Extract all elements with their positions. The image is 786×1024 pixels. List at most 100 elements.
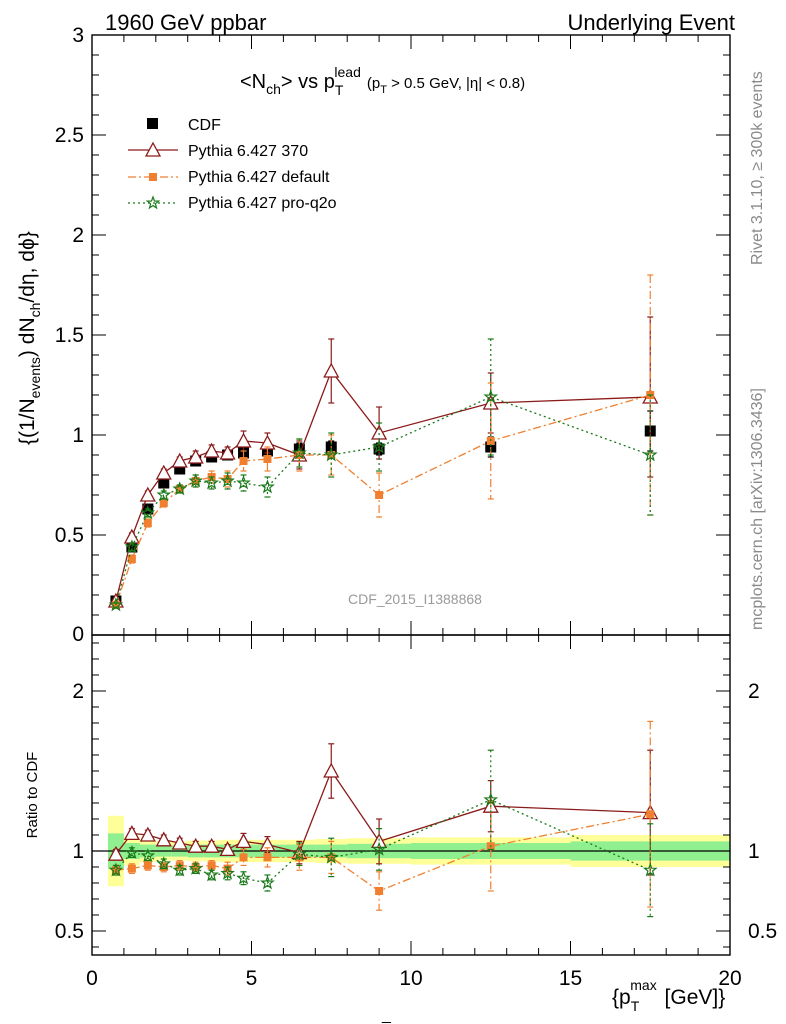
data-point-pythia-370 — [171, 452, 188, 468]
data-point-pythia-pro-q2o — [371, 439, 387, 454]
ratio-point-pythia-pro-q2o — [172, 862, 188, 877]
plot-title: <Nch> vs pTlead(pT > 0.5 GeV, |η| < 0.8) — [240, 64, 525, 98]
ratio-point-pythia-default — [239, 853, 248, 862]
data-point-pythia-pro-q2o — [260, 479, 275, 494]
data-point-pythia-pro-q2o — [291, 445, 307, 460]
data-point-pythia-370 — [219, 444, 236, 460]
mcplots-label: mcplots.cern.ch [arXiv:1306.3436] — [749, 388, 766, 630]
series-line-pythia-pro-q2o — [115, 396, 651, 606]
data-point-pythia-default — [239, 457, 248, 465]
ratio-point-pythia-370 — [107, 845, 125, 861]
ratio-point-pythia-default — [191, 863, 200, 871]
ratio-point-pythia-pro-q2o — [642, 862, 658, 877]
legend-entry-pythia-default: Pythia 6.427 default — [128, 169, 330, 186]
data-point-pythia-370 — [155, 464, 172, 480]
ratio-point-pythia-default — [646, 810, 655, 819]
ratio-series-pythia-default — [111, 720, 655, 911]
y-tick-label: 0.5 — [55, 524, 84, 547]
data-point-pythia-370 — [187, 448, 204, 464]
analysis-watermark: CDF_2015_I1388868 — [348, 591, 482, 607]
ratio-point-pythia-370 — [171, 834, 188, 850]
ratio-y-tick-label: 1 — [72, 840, 84, 863]
ratio-point-pythia-pro-q2o — [260, 875, 275, 890]
ratio-point-pythia-pro-q2o — [124, 844, 140, 859]
y-tick-label-zero: 0 — [72, 623, 84, 646]
bottom-y-axis-label: Ratio to CDF — [24, 752, 41, 839]
ratio-y-tick-label-right: 1 — [748, 840, 760, 863]
data-point-pythia-370 — [139, 486, 156, 502]
data-point-pythia-default — [127, 555, 136, 563]
x-tick-label: 15 — [559, 967, 582, 990]
legend-entry-cdf: CDF — [147, 117, 221, 134]
data-point-pythia-default — [159, 499, 168, 507]
ratio-point-pythia-370 — [371, 833, 388, 849]
y-tick-label: 3 — [72, 24, 84, 47]
ratio-point-pythia-pro-q2o — [156, 856, 172, 871]
x-tick-label: 20 — [718, 967, 741, 990]
header-left: 1960 GeV ppbar — [105, 10, 266, 35]
legend-label-pythia-370: Pythia 6.427 370 — [188, 143, 308, 160]
ratio-point-pythia-pro-q2o — [140, 848, 156, 863]
ratio-point-pythia-pro-q2o — [323, 849, 339, 864]
legend-label-pythia-default: Pythia 6.427 default — [188, 169, 330, 186]
data-point-pythia-370 — [323, 362, 340, 378]
data-point-pythia-370 — [371, 424, 388, 440]
ratio-point-pythia-default — [207, 861, 216, 870]
ratio-y-tick-label: 2 — [72, 680, 84, 703]
y-tick-label: 2 — [72, 224, 84, 247]
ratio-point-pythia-default — [375, 887, 384, 895]
legend-entry-pythia-370: Pythia 6.427 370 — [128, 141, 308, 160]
data-point-pythia-pro-q2o — [124, 539, 140, 554]
data-point-pythia-pro-q2o — [108, 597, 124, 612]
data-point-pythia-default — [143, 519, 152, 527]
legend: CDF Pythia 6.427 370 Pythia 6.427 defaul… — [128, 117, 337, 212]
top-y-axis-label: {(1/Nevents) dNch/dη, dϕ} — [16, 231, 43, 445]
data-point-pythia-pro-q2o — [220, 473, 235, 488]
ratio-point-pythia-pro-q2o — [220, 865, 235, 880]
ratio-point-pythia-pro-q2o — [371, 841, 387, 856]
ratio-point-pythia-default — [263, 853, 272, 862]
data-point-pythia-pro-q2o — [483, 389, 499, 404]
ratio-point-pythia-pro-q2o — [188, 860, 204, 875]
ratio-series-pythia-pro-q2o — [108, 749, 658, 918]
legend-marker-pythia-default — [149, 173, 157, 181]
data-point-pythia-pro-q2o — [156, 487, 172, 502]
ratio-point-pythia-370 — [123, 825, 140, 841]
y-tick-label: 2.5 — [55, 124, 84, 147]
data-point-pythia-default — [263, 455, 272, 463]
series-pythia-370 — [107, 316, 659, 608]
ratio-point-pythia-370 — [323, 762, 340, 778]
ratio-point-pythia-pro-q2o — [236, 870, 251, 885]
data-point-pythia-pro-q2o — [642, 447, 658, 462]
ratio-point-pythia-370 — [235, 833, 252, 849]
data-point-cdf — [158, 477, 170, 489]
data-point-pythia-pro-q2o — [140, 505, 156, 520]
header-right: Underlying Event — [567, 10, 735, 35]
top-panel: 0.5 1 1.5 2 2.5 3 0 <Nch> vs pTlead(pT > 0.5 G… — [16, 24, 731, 646]
data-point-pythia-pro-q2o — [236, 475, 251, 490]
ratio-point-pythia-370 — [187, 837, 204, 853]
ratio-y-tick-label: 0.5 — [55, 920, 84, 943]
bottom-panel: 0.5 0.51 12 20 5 10 15 20 Ratio to CDF — [24, 634, 777, 990]
legend-label-pythia-pro-q2o: Pythia 6.427 pro-q2o — [188, 195, 337, 212]
bottom-panel-frame — [91, 634, 731, 956]
ratio-point-pythia-default — [127, 864, 136, 873]
ratio-point-pythia-pro-q2o — [483, 792, 499, 807]
y-tick-label: 1.5 — [55, 324, 84, 347]
x-axis-label: {pTmax [GeV]} — [612, 977, 725, 1014]
data-point-cdf — [174, 463, 186, 475]
ratio-point-pythia-370 — [203, 837, 220, 853]
legend-marker-pythia-pro-q2o — [145, 195, 161, 210]
x-tick-label: 10 — [399, 967, 422, 990]
series-line-pythia-default — [115, 394, 651, 606]
x-tick-label: 5 — [246, 967, 258, 990]
data-point-pythia-default — [175, 485, 184, 493]
data-point-pythia-370 — [203, 442, 220, 458]
series-pythia-default — [111, 274, 655, 609]
series-pythia-pro-q2o — [108, 338, 658, 612]
legend-marker-pythia-370 — [144, 141, 162, 157]
bottom-stray-mark: _ — [381, 1007, 392, 1024]
series-cdf — [110, 410, 656, 607]
ratio-point-pythia-default — [143, 861, 152, 870]
